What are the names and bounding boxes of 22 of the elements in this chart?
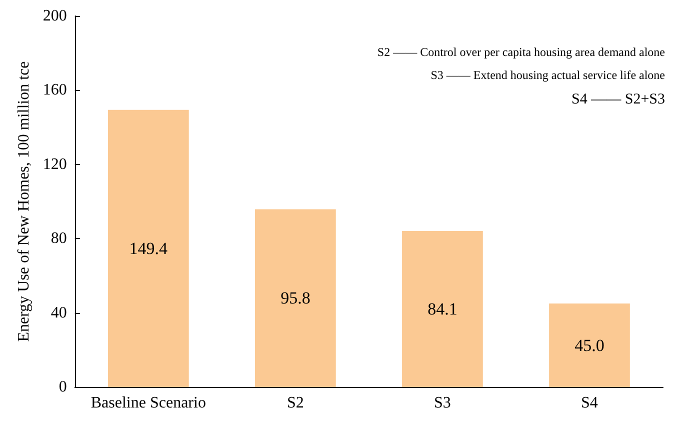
y-axis-title: Energy Use of New Homes, 100 million tce [16,61,32,342]
bar [255,209,336,387]
bar [402,230,483,387]
annotation: S4 —— S2+S3 [572,92,666,108]
x-tick-label: S4 [581,394,598,412]
y-tick-label: 200 [42,8,67,24]
annotation: S3 —— Extend housing actual service life alone [430,68,666,82]
data-label: 45.0 [574,336,604,355]
y-tick-label: 40 [50,304,67,322]
data-label: 149.4 [129,238,168,258]
x-tick-label: Baseline Scenario [90,394,206,412]
y-tick-label: 120 [42,156,67,173]
y-tick-label: 0 [58,378,67,396]
x-tick-label: S3 [434,394,451,412]
y-tick-label: 160 [42,82,67,99]
x-tick-label: S2 [286,394,304,412]
y-tick-label: 80 [50,230,67,248]
annotation: S2 —— Control over per capita housing area demand alone [377,45,666,59]
bar [108,110,189,387]
data-label: 84.1 [428,299,458,318]
bar [549,304,630,387]
data-label: 95.8 [280,288,310,308]
